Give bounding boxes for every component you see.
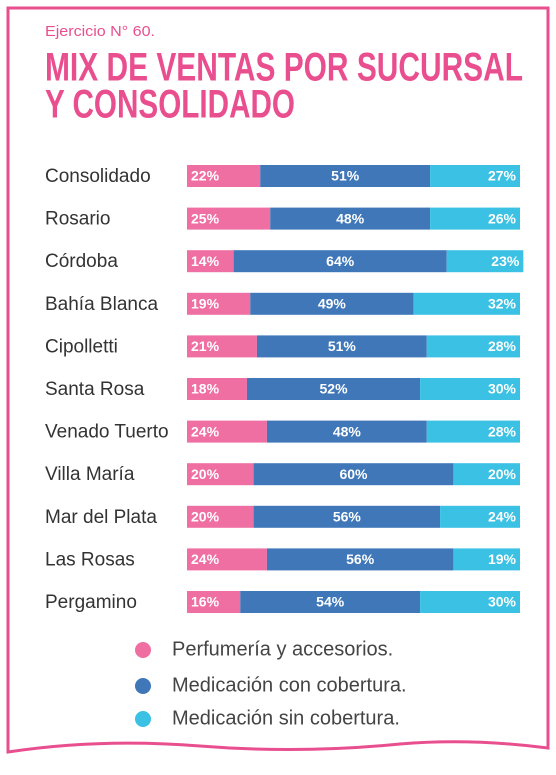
value-label: 24% [191,551,220,567]
bar-segment [187,207,271,230]
value-label: 25% [191,210,220,226]
value-label: 54% [316,594,345,610]
bar-segment [187,165,261,187]
bar-segment [420,591,520,613]
value-label: 48% [333,423,362,439]
value-label: 19% [191,296,220,312]
bar-segment [187,420,267,443]
bar-segment [266,420,427,443]
value-label: 48% [336,210,365,226]
bar-segment [453,463,520,486]
category-label: Las Rosas [45,549,135,570]
bar-segment [187,591,241,613]
bar-segment [253,505,441,528]
value-label: 20% [191,466,220,482]
value-label: 32% [488,296,517,312]
value-label: 30% [488,381,517,397]
value-label: 56% [333,509,362,525]
bar-segment [440,505,520,528]
legend-swatch [135,642,151,658]
category-label: Cipolletti [45,336,118,357]
bar-segment [187,378,247,400]
bar-segment [253,463,454,486]
subtitle: Ejercicio N° 60. [45,23,155,40]
bar-segment [187,505,254,528]
value-label: 19% [488,551,517,567]
chart-title: Y CONSOLIDADO [45,83,295,127]
value-label: 30% [488,594,517,610]
bar-segment [420,378,520,400]
bar-segment [453,548,520,571]
value-label: 24% [191,423,220,439]
bar-segment [240,591,421,613]
category-label: Mar del Plata [45,507,157,528]
value-label: 21% [191,338,220,354]
bar-segment [187,292,251,315]
category-label: Pergamino [45,592,137,613]
bar-segment [430,207,520,230]
value-label: 22% [191,168,220,184]
category-label: Rosario [45,209,110,230]
value-label: 64% [326,253,355,269]
bar-segment [413,292,520,315]
bar-segment [430,165,520,187]
value-label: 51% [328,338,357,354]
value-label: 24% [488,509,517,525]
legend-label: Medicación con cobertura. [172,674,407,696]
chart-title: MIX DE VENTAS POR SUCURSAL [45,46,523,90]
value-label: 20% [191,509,220,525]
frame [6,6,550,754]
bar-segment [260,165,431,187]
bar-segment [187,250,234,273]
value-label: 20% [488,466,517,482]
bar-segment [187,335,257,358]
category-label: Villa María [45,464,135,485]
bar-segment [270,207,431,230]
category-label: Santa Rosa [45,379,145,400]
category-label: Consolidado [45,166,151,187]
value-label: 23% [491,253,520,269]
bar-segment [246,378,421,400]
value-label: 27% [488,168,517,184]
legend-label: Perfumería y accesorios. [172,638,393,660]
value-label: 28% [488,423,517,439]
value-label: 60% [339,466,368,482]
bar-segment [266,548,454,571]
category-label: Bahía Blanca [45,294,158,315]
bar-segment [233,250,447,273]
category-label: Córdoba [45,251,118,272]
value-label: 56% [346,551,375,567]
value-label: 52% [320,381,349,397]
bar-segment [256,335,427,358]
bar-segment [250,292,414,315]
category-label: Venado Tuerto [45,422,169,443]
legend-swatch [135,678,151,694]
value-label: 49% [318,296,347,312]
value-label: 28% [488,338,517,354]
bar-segment [187,548,267,571]
bar-segment [187,463,254,486]
legend-swatch [135,711,151,727]
bar-segment [446,250,524,273]
value-label: 26% [488,210,517,226]
value-label: 18% [191,381,220,397]
value-label: 51% [331,168,360,184]
value-label: 16% [191,594,220,610]
value-label: 14% [191,253,220,269]
legend-label: Medicación sin cobertura. [172,707,400,729]
bar-segment [426,335,520,358]
bar-segment [426,420,520,443]
